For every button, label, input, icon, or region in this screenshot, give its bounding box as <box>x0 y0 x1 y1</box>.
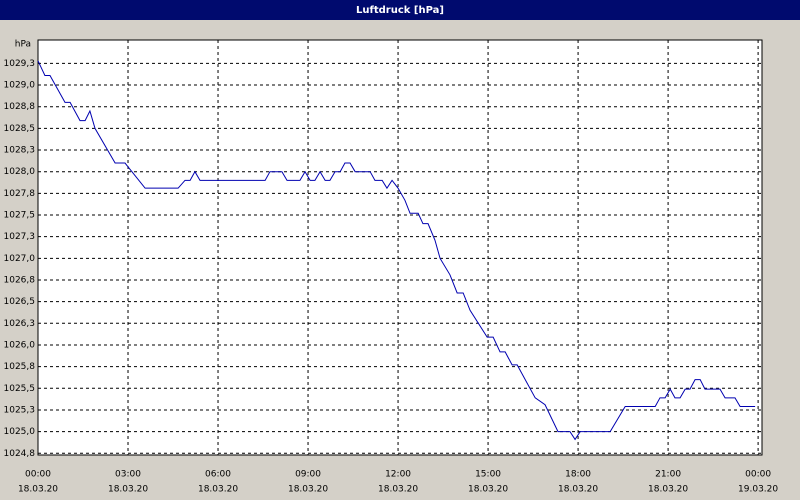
x-tick-label: 15:00 <box>475 470 501 480</box>
x-tick-label: 00:00 <box>745 470 771 480</box>
x-tick-date: 18.03.20 <box>108 485 148 495</box>
x-tick-label: 00:00 <box>25 470 51 480</box>
y-unit: hPa <box>15 40 31 50</box>
y-tick-label: 1024,8 <box>4 449 36 459</box>
y-tick-label: 1025,8 <box>4 362 36 372</box>
x-tick-label: 03:00 <box>115 470 141 480</box>
y-tick-label: 1028,5 <box>4 124 36 134</box>
y-tick-label: 1026,8 <box>4 275 36 285</box>
x-tick-date: 18.03.20 <box>468 485 508 495</box>
y-tick-label: 1027,8 <box>4 189 36 199</box>
y-tick-label: 1025,5 <box>4 384 36 394</box>
chart-title: Luftdruck [hPa] <box>356 5 444 16</box>
title-bar <box>0 0 800 20</box>
y-tick-label: 1025,3 <box>4 405 36 415</box>
x-tick-label: 18:00 <box>565 470 591 480</box>
y-tick-label: 1027,3 <box>4 232 36 242</box>
x-tick-label: 21:00 <box>655 470 681 480</box>
plot-area <box>37 39 763 456</box>
y-tick-label: 1028,8 <box>4 102 36 112</box>
x-tick-date: 18.03.20 <box>378 485 418 495</box>
y-tick-label: 1028,3 <box>4 146 36 156</box>
y-tick-label: 1029,3 <box>4 59 36 69</box>
y-tick-label: 1027,0 <box>4 254 36 264</box>
y-tick-label: 1025,0 <box>4 427 36 437</box>
data-line <box>37 60 756 441</box>
x-tick-date: 18.03.20 <box>558 485 598 495</box>
y-tick-label: 1027,5 <box>4 211 36 221</box>
y-tick-label: 1026,0 <box>4 340 36 350</box>
x-tick-label: 06:00 <box>205 470 231 480</box>
y-tick-label: 1029,0 <box>4 81 36 91</box>
y-tick-label: 1026,3 <box>4 319 36 329</box>
x-tick-date: 18.03.20 <box>288 485 328 495</box>
x-tick-label: 12:00 <box>385 470 411 480</box>
x-tick-date: 18.03.20 <box>198 485 238 495</box>
y-tick-label: 1026,5 <box>4 297 36 307</box>
x-tick-label: 09:00 <box>295 470 321 480</box>
x-tick-date: 19.03.20 <box>738 485 778 495</box>
y-tick-label: 1028,0 <box>4 167 36 177</box>
x-tick-date: 18.03.20 <box>648 485 688 495</box>
x-tick-date: 18.03.20 <box>18 485 58 495</box>
